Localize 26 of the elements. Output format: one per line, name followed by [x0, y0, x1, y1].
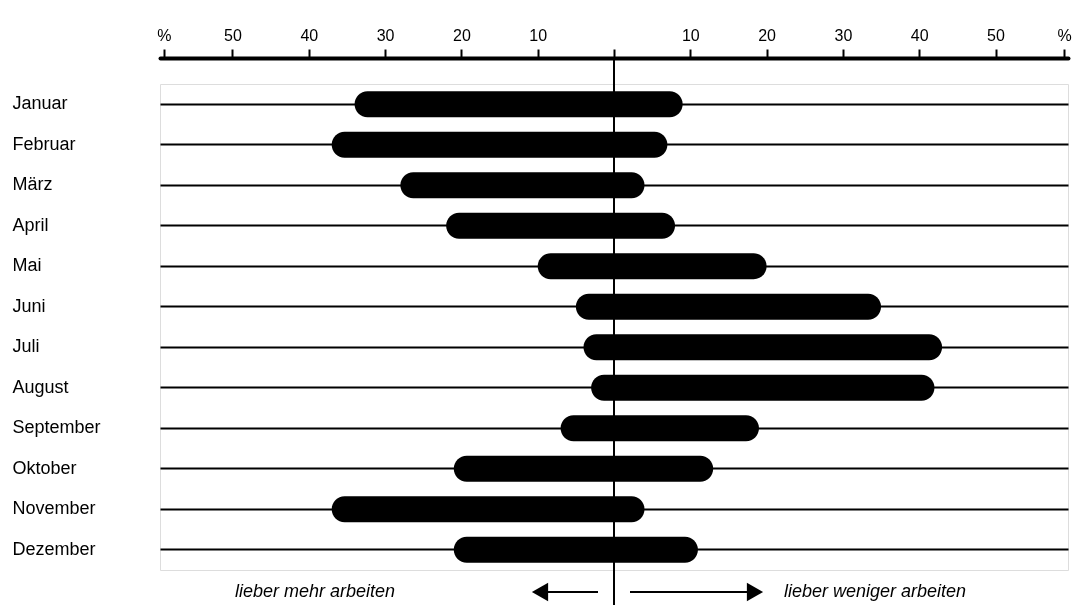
y-tick-label: September [12, 417, 101, 438]
y-tick-label: Dezember [12, 538, 96, 559]
text: lieber mehr arbeiten [234, 581, 395, 601]
x-tick-label: 20 [453, 26, 471, 44]
x-tick-label: % [157, 26, 172, 44]
y-tick-label: Juni [12, 295, 46, 316]
y-tick-label: März [12, 174, 53, 195]
x-tick-label: % [1057, 26, 1072, 44]
y-tick-label: Juli [12, 336, 40, 357]
x-tick-label: 30 [834, 26, 853, 44]
x-tick-label: 10 [681, 26, 700, 44]
y-tick-label: Januar [12, 93, 68, 114]
x-tick-label: 30 [376, 26, 395, 44]
y-tick-label: Mai [12, 255, 42, 276]
x-tick-label: 20 [758, 26, 777, 44]
x-tick-label: 10 [529, 26, 548, 44]
y-tick-label: Februar [12, 133, 76, 154]
y-tick-label: August [12, 376, 69, 397]
y-tick-label: April [12, 214, 49, 235]
x-tick-label: 40 [910, 26, 929, 44]
x-tick-label: 50 [987, 26, 1006, 44]
y-tick-label: November [12, 498, 96, 519]
text: lieber weniger arbeiten [784, 581, 967, 601]
x-tick-label: 40 [300, 26, 319, 44]
y-tick-label: Oktober [12, 457, 77, 478]
x-tick-label: 50 [224, 26, 242, 44]
